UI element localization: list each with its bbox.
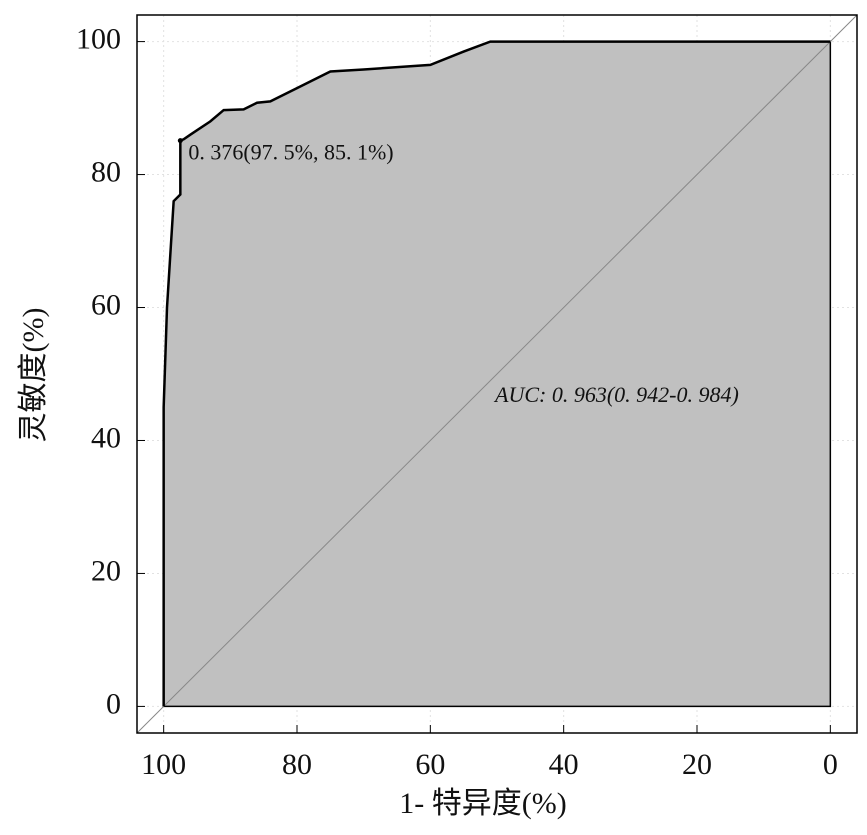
- y-tick-label: 100: [76, 22, 121, 55]
- x-tick-label: 20: [682, 748, 712, 781]
- annotation: 0. 376(97. 5%, 85. 1%): [188, 140, 393, 165]
- y-tick-label: 80: [91, 155, 121, 188]
- y-tick-label: 40: [91, 421, 121, 454]
- x-tick-label: 40: [549, 748, 579, 781]
- y-tick-label: 60: [91, 288, 121, 321]
- x-tick-label: 80: [282, 748, 312, 781]
- x-tick-label: 100: [141, 748, 186, 781]
- y-axis-label: 灵敏度(%): [17, 308, 50, 443]
- annotation: AUC: 0. 963(0. 942-0. 984): [493, 382, 739, 407]
- cutoff-point: [177, 138, 183, 144]
- roc-curve: [162, 40, 831, 707]
- x-tick-label: 0: [823, 748, 838, 781]
- x-axis-label: 1- 特异度(%): [399, 787, 566, 820]
- reference-diagonal: [136, 14, 858, 734]
- y-tick-label: 0: [106, 687, 121, 720]
- plot-frame: [136, 14, 858, 734]
- y-tick-label: 20: [91, 554, 121, 587]
- x-tick-label: 60: [415, 748, 445, 781]
